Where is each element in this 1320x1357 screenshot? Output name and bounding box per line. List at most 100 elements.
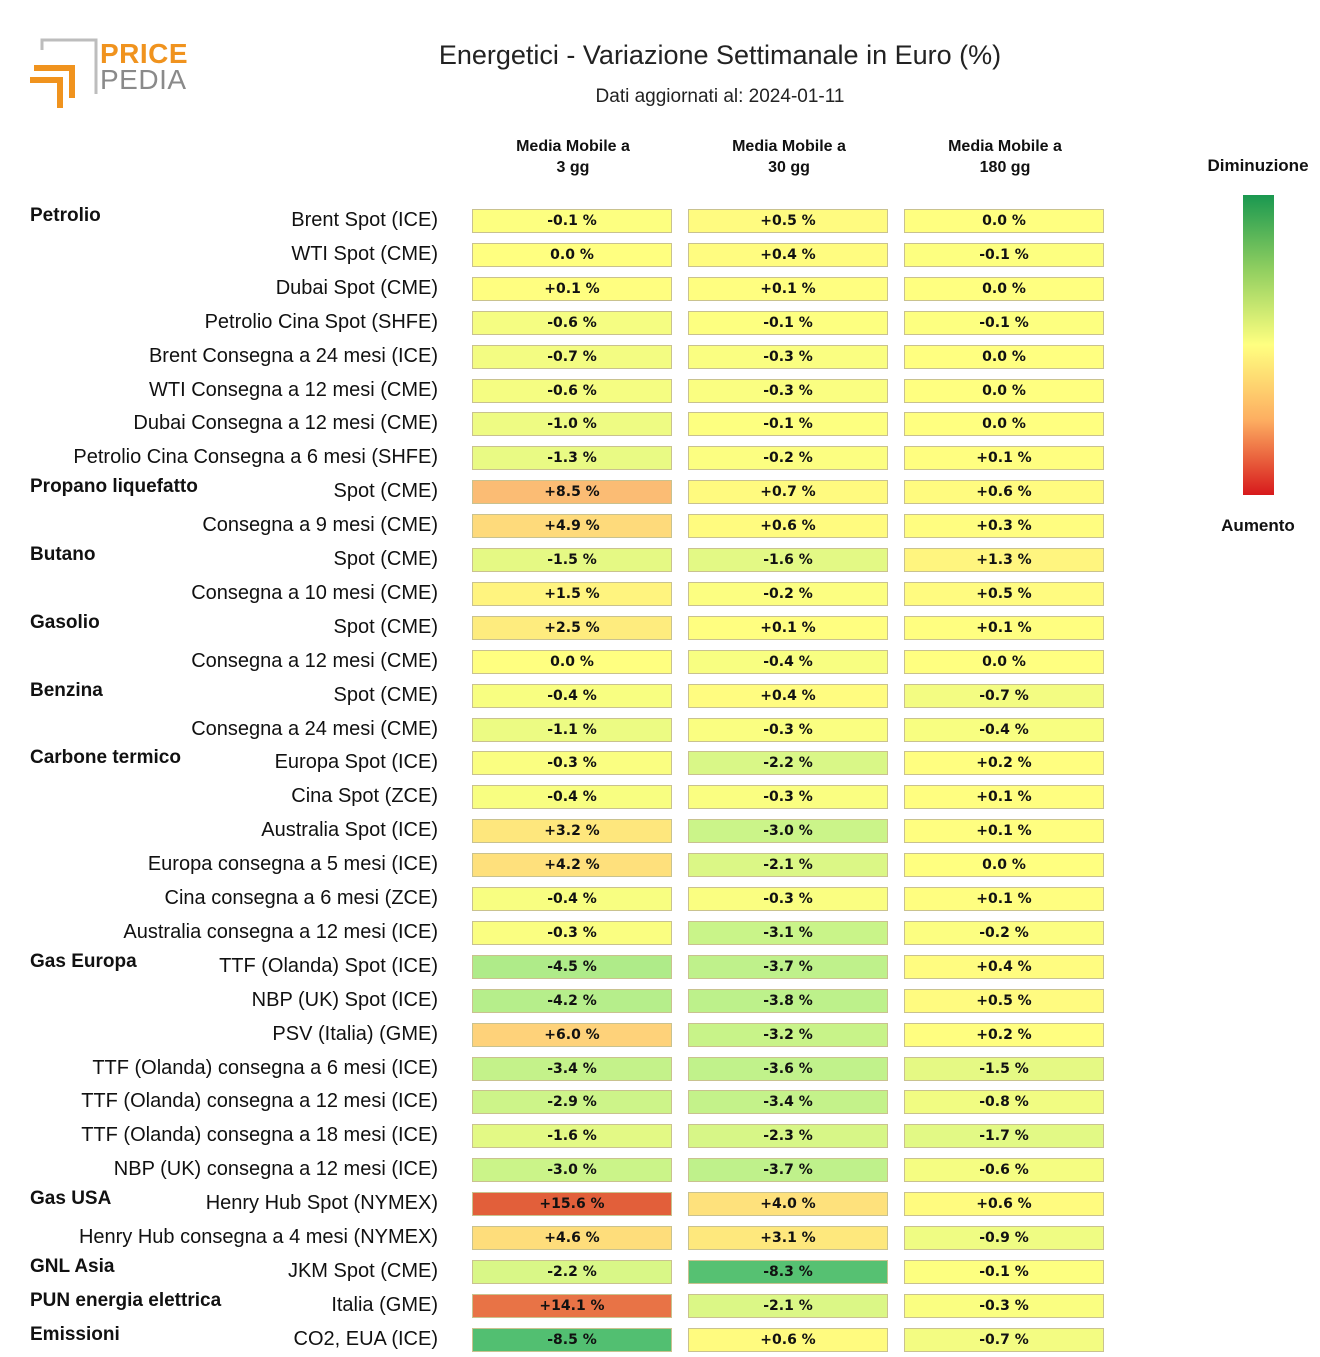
heatmap-cell: -3.8 %	[688, 988, 888, 1013]
heatmap-cell: -0.3 %	[688, 378, 888, 403]
heatmap-cell: -3.4 %	[472, 1056, 672, 1081]
row-label: Consegna a 12 mesi (CME)	[191, 649, 438, 672]
heatmap-cell: +0.1 %	[904, 446, 1104, 471]
logo-text-pedia: PEDIA	[100, 64, 187, 95]
heatmap-cell: -0.4 %	[904, 717, 1104, 742]
heatmap-cell: 0.0 %	[904, 209, 1104, 233]
legend-label-decrease: Diminuzione	[1207, 156, 1309, 175]
heatmap-cell: +1.5 %	[472, 581, 672, 606]
row-label: Brent Spot (ICE)	[291, 209, 438, 231]
row-label: TTF (Olanda) consegna a 6 mesi (ICE)	[92, 1056, 438, 1079]
heatmap-cell: -0.7 %	[904, 683, 1104, 708]
heatmap-cell: -1.7 %	[904, 1124, 1104, 1149]
row-label: JKM Spot (CME)	[287, 1259, 438, 1282]
heatmap-cell: +2.5 %	[472, 615, 672, 640]
heatmap-cell: 0.0 %	[904, 378, 1104, 403]
heatmap-cell: -1.5 %	[904, 1056, 1104, 1081]
heatmap-cell: -0.1 %	[904, 310, 1104, 335]
heatmap-cell: +14.1 %	[472, 1293, 672, 1318]
row-label: Consegna a 9 mesi (CME)	[202, 514, 438, 537]
heatmap-cell: +4.6 %	[472, 1226, 672, 1250]
row-label: Spot (CME)	[333, 480, 438, 503]
heatmap-cell: -1.0 %	[472, 412, 672, 437]
row-label: Dubai Spot (CME)	[275, 276, 438, 299]
row-label: Spot (CME)	[333, 548, 438, 570]
heatmap-cell: -0.4 %	[472, 683, 672, 708]
heatmap-cell: +0.5 %	[688, 209, 888, 233]
heatmap-cell: -0.1 %	[688, 310, 888, 335]
group-label: GNL Asia	[30, 1255, 115, 1277]
heatmap-cell: -4.2 %	[472, 988, 672, 1013]
chart-subtitle: Dati aggiornati al: 2024-01-11	[595, 86, 845, 107]
row-label: NBP (UK) Spot (ICE)	[251, 988, 438, 1011]
heatmap-cell: +0.1 %	[904, 819, 1104, 844]
heatmap-cell: -0.2 %	[688, 581, 888, 606]
row-label: Dubai Consegna a 12 mesi (CME)	[133, 412, 438, 435]
heatmap-cell: -0.1 %	[472, 209, 672, 233]
heatmap-cell: -0.3 %	[688, 785, 888, 810]
heatmap-cell: -0.6 %	[472, 310, 672, 335]
heatmap-cell: +0.4 %	[688, 242, 888, 267]
heatmap-cell: -1.3 %	[472, 446, 672, 471]
row-label: CO2, EUA (ICE)	[293, 1327, 438, 1350]
heatmap-cell: 0.0 %	[904, 276, 1104, 301]
group-label: Gas USA	[30, 1188, 112, 1210]
heatmap-cell: -0.9 %	[904, 1226, 1104, 1250]
heatmap-cell: +0.1 %	[904, 615, 1104, 640]
group-label: Gas Europa	[30, 950, 137, 972]
group-label: PUN energia elettrica	[30, 1289, 222, 1311]
heatmap-cell: +4.0 %	[688, 1192, 888, 1217]
heatmap-cell: +4.9 %	[472, 514, 672, 539]
heatmap-cell: -0.1 %	[904, 242, 1104, 267]
heatmap-cell: +0.4 %	[688, 683, 888, 708]
legend-label-increase: Aumento	[1221, 516, 1295, 535]
heatmap-cell: -0.6 %	[472, 378, 672, 403]
heatmap-cell: 0.0 %	[904, 649, 1104, 674]
heatmap-cell: -2.9 %	[472, 1090, 672, 1115]
heatmap-cell: -3.7 %	[688, 1158, 888, 1183]
heatmap-cell: 0.0 %	[472, 242, 672, 267]
row-label: PSV (Italia) (GME)	[272, 1022, 438, 1045]
heatmap-cell: -0.6 %	[904, 1158, 1104, 1183]
row-label: NBP (UK) consegna a 12 mesi (ICE)	[113, 1158, 438, 1181]
heatmap-cell: +6.0 %	[472, 1022, 672, 1047]
heatmap-cell: 0.0 %	[904, 853, 1104, 878]
heatmap-cell: +0.1 %	[688, 615, 888, 640]
row-label: Australia consegna a 12 mesi (ICE)	[123, 920, 438, 943]
heatmap-cell: -0.1 %	[688, 412, 888, 437]
heatmap-cell: -1.5 %	[472, 548, 672, 572]
column-header-30gg: Media Mobile a 30 gg	[732, 138, 846, 176]
heatmap-cell: -0.1 %	[904, 1259, 1104, 1284]
pricepedia-logo: PRICE PEDIA	[28, 38, 188, 110]
row-label: TTF (Olanda) consegna a 12 mesi (ICE)	[81, 1090, 438, 1113]
heatmap-cell: +15.6 %	[472, 1192, 672, 1217]
heatmap-cell: -0.3 %	[472, 920, 672, 945]
heatmap-cell: -0.4 %	[472, 785, 672, 810]
heatmap-cell: +0.7 %	[688, 480, 888, 505]
heatmap-cell: -8.5 %	[472, 1327, 672, 1352]
row-label: Australia Spot (ICE)	[261, 819, 438, 842]
heatmap-cell: -1.1 %	[472, 717, 672, 742]
heatmap-cell: +0.1 %	[688, 276, 888, 301]
row-label: Petrolio Cina Consegna a 6 mesi (SHFE)	[73, 446, 438, 469]
heatmap-cell: -2.2 %	[472, 1259, 672, 1284]
heatmap-cell: +0.1 %	[904, 887, 1104, 911]
logo-text-price: PRICE	[100, 38, 189, 69]
row-label: Spot (CME)	[333, 683, 438, 706]
row-label: Consegna a 24 mesi (CME)	[191, 717, 438, 740]
heatmap-cell: +1.3 %	[904, 548, 1104, 572]
heatmap-cell: +3.2 %	[472, 819, 672, 844]
heatmap-cell: 0.0 %	[904, 412, 1104, 437]
heatmap-cell: -3.4 %	[688, 1090, 888, 1115]
heatmap-cell: -3.2 %	[688, 1022, 888, 1047]
logo-mark-icon	[30, 38, 98, 108]
heatmap-cell: +0.1 %	[904, 785, 1104, 810]
heatmap-cell: +0.6 %	[688, 514, 888, 539]
heatmap-cell: -1.6 %	[688, 548, 888, 572]
legend-color-bar	[1243, 195, 1274, 495]
row-label: TTF (Olanda) Spot (ICE)	[219, 954, 438, 977]
heatmap-cell: -2.2 %	[688, 751, 888, 776]
heatmap-cell: -0.2 %	[904, 920, 1104, 945]
group-label: Propano liquefatto	[30, 476, 198, 498]
group-label: Carbone termico	[30, 747, 181, 769]
